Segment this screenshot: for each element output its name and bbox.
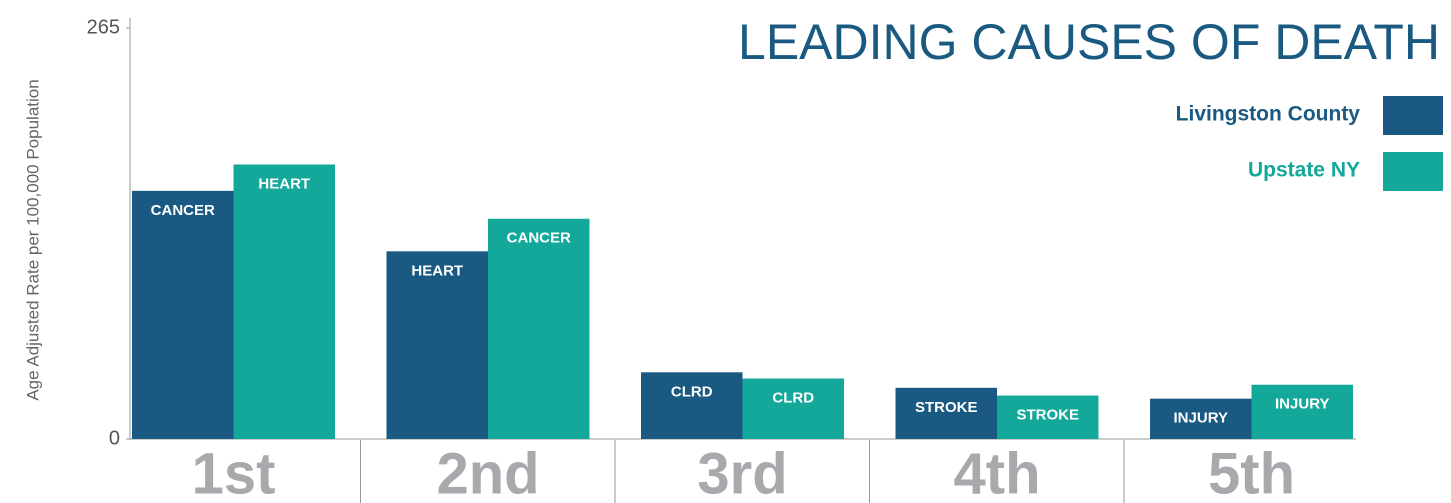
bar [386,251,488,439]
x-tick-label: 2nd [436,441,539,503]
bar [1150,398,1252,439]
legend-label: Upstate NY [1248,159,1360,182]
legend-swatch [1383,152,1443,191]
bar [997,395,1099,439]
x-tick-label: 4th [954,441,1041,503]
bar-label: CANCER [507,230,571,247]
legend-swatch [1383,96,1443,135]
bar-label: CANCER [151,202,215,219]
bar-label: STROKE [1016,407,1079,424]
x-tick-label: 1st [192,441,276,503]
bar [1251,384,1353,439]
x-tick-label: 3rd [697,441,787,503]
bar-label: CLRD [671,383,713,400]
bar-label: CLRD [772,389,814,406]
y-axis-label: Age Adjusted Rate per 100,000 Population [23,79,42,400]
bar-label: INJURY [1174,410,1228,427]
bar [895,387,997,439]
bar [132,190,234,439]
bar [641,372,743,439]
bar [488,218,590,439]
bar-label: STROKE [915,399,978,416]
bar [742,378,844,439]
chart-title: LEADING CAUSES OF DEATH [738,14,1440,70]
bar-label: INJURY [1275,396,1329,413]
x-tick-label: 5th [1208,441,1295,503]
legend-label: Livingston County [1176,103,1361,126]
y-tick-label: 265 [87,16,120,38]
bar [233,164,335,439]
y-tick-label: 0 [109,427,120,449]
bar-label: HEART [411,262,463,279]
bar-label: HEART [258,175,310,192]
